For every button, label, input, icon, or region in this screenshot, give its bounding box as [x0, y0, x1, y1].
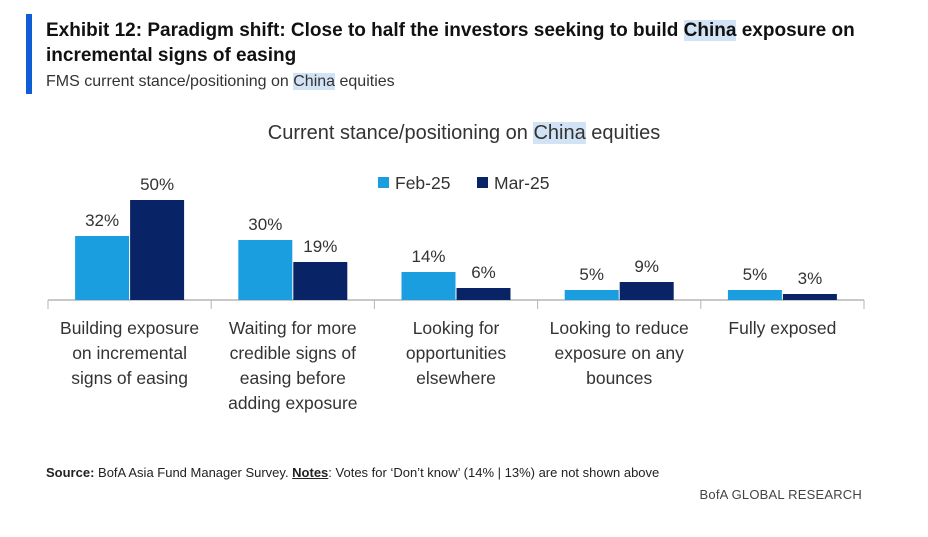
source-label: Source: — [46, 465, 95, 480]
data-label: 9% — [634, 257, 659, 276]
category-label: adding exposure — [228, 393, 357, 413]
exhibit-title: Exhibit 12: Paradigm shift: Close to hal… — [46, 20, 855, 66]
data-label: 14% — [411, 247, 445, 266]
data-label: 6% — [471, 263, 496, 282]
bar-mar-25 — [619, 282, 674, 300]
chart-title: Current stance/positioning on China equi… — [267, 122, 661, 144]
category-label: elsewhere — [416, 368, 496, 388]
legend-label: Feb-25 — [395, 173, 450, 193]
category-label: easing before — [240, 368, 346, 388]
bar-mar-25 — [456, 288, 511, 300]
bar-chart: 32% 50% Building exposure on incremental sig… — [47, 173, 865, 413]
data-label: 50% — [140, 175, 174, 194]
data-label: 30% — [248, 215, 282, 234]
legend-swatch — [477, 177, 488, 188]
category-label: credible signs of — [230, 343, 357, 363]
subtitle-highlight: China — [293, 73, 336, 90]
category-label: exposure on any — [554, 343, 684, 363]
bar-feb-25 — [564, 290, 619, 300]
bar-mar-25 — [130, 200, 185, 300]
bar-feb-25 — [401, 272, 456, 300]
category-label: Looking for — [413, 318, 500, 338]
data-label: 3% — [798, 269, 823, 288]
category-label: signs of easing — [71, 368, 188, 388]
category-label: opportunities — [406, 343, 506, 363]
bar-mar-25 — [293, 262, 348, 300]
category-label: Waiting for more — [229, 318, 357, 338]
brand-label: BofA GLOBAL RESEARCH — [699, 487, 862, 502]
category-label: bounces — [586, 368, 652, 388]
bar-feb-25 — [75, 236, 130, 300]
bar-mar-25 — [782, 294, 837, 300]
legend-label: Mar-25 — [494, 173, 549, 193]
data-label: 5% — [743, 265, 768, 284]
bar-feb-25 — [238, 240, 293, 300]
category-label: Looking to reduce — [550, 318, 689, 338]
notes-label: Notes — [292, 465, 329, 480]
category-label: Fully exposed — [728, 318, 836, 338]
legend-swatch — [378, 177, 389, 188]
bar-feb-25 — [727, 290, 782, 300]
data-label: 19% — [303, 237, 337, 256]
data-label: 32% — [85, 211, 119, 230]
category-label: Building exposure — [60, 318, 199, 338]
exhibit-subtitle: FMS current stance/positioning on China … — [46, 73, 395, 90]
accent-bar — [26, 14, 32, 94]
data-label: 5% — [579, 265, 604, 284]
source-note: Source: BofA Asia Fund Manager Survey. N… — [46, 465, 660, 480]
title-highlight: China — [683, 20, 737, 41]
chart-title-highlight: China — [533, 122, 586, 144]
category-label: on incremental — [72, 343, 187, 363]
